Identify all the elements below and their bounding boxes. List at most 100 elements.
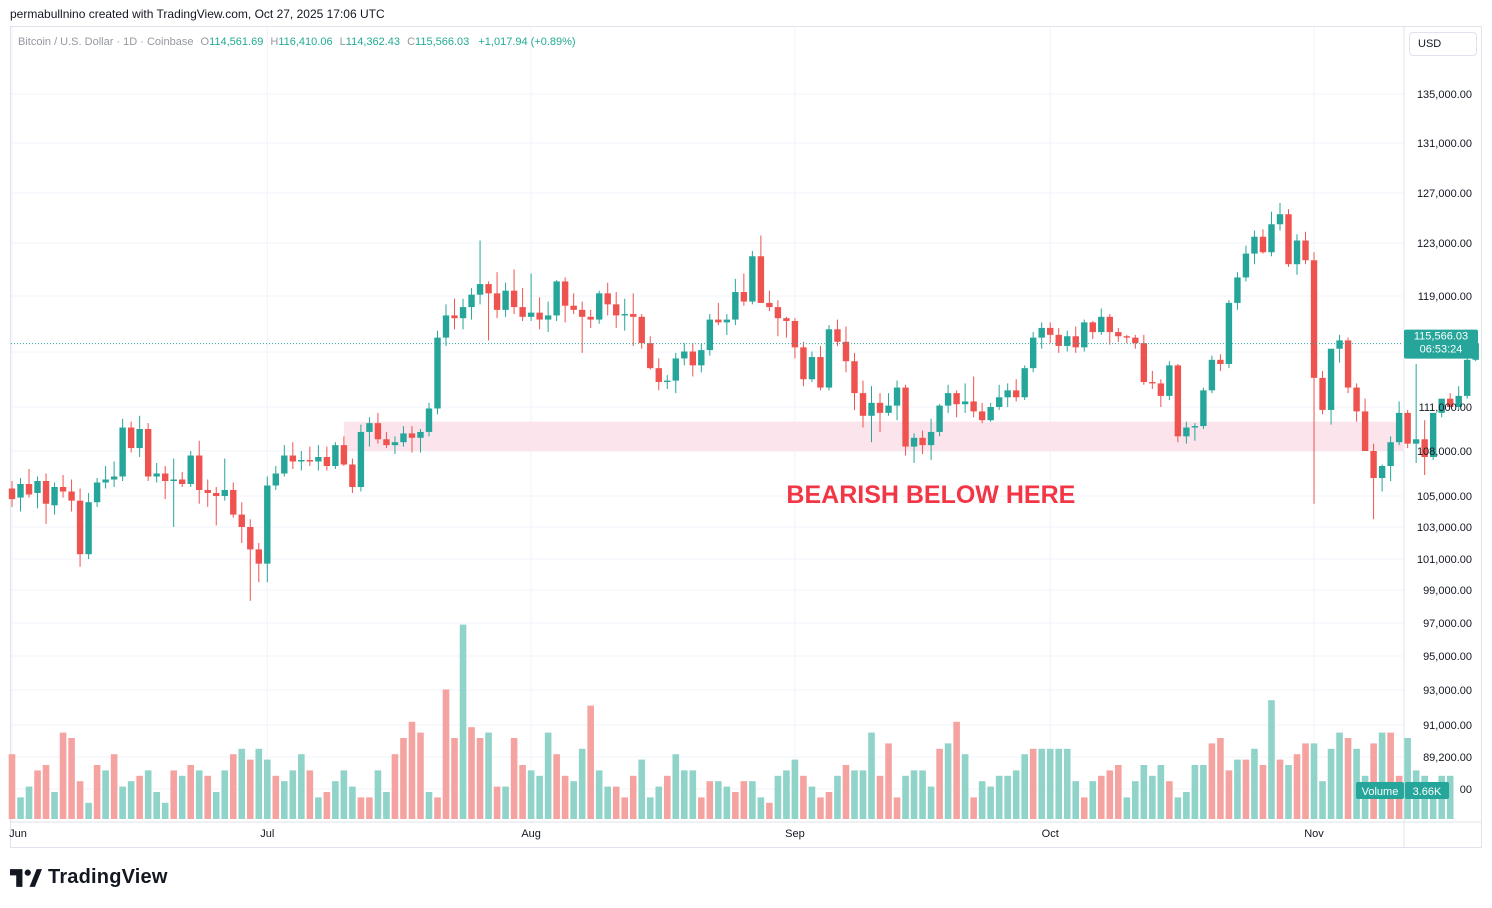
candle	[749, 250, 756, 305]
candle	[1004, 383, 1011, 407]
candle-body	[961, 401, 969, 405]
current-price-label: 115,566.03	[1414, 331, 1468, 343]
candle	[681, 343, 688, 366]
candle-body	[213, 493, 220, 496]
price-axis[interactable]: 135,000.00 131,000.00 127,000.00 123,000.00…	[1417, 89, 1472, 796]
candle	[842, 326, 850, 373]
candle-body	[417, 431, 424, 438]
volume-bar	[204, 775, 212, 819]
candle-body	[281, 455, 288, 474]
volume-bar	[246, 759, 254, 819]
candle-body	[306, 460, 314, 462]
candle	[434, 330, 441, 415]
candle	[408, 426, 416, 453]
candle	[876, 393, 884, 432]
candle-body	[1115, 332, 1122, 337]
volume-bar	[1149, 775, 1156, 819]
volume-bar	[1021, 754, 1028, 819]
candle-body	[936, 405, 943, 432]
candle	[672, 352, 679, 394]
volume-bar	[1293, 754, 1301, 819]
volume-bar	[527, 770, 535, 819]
candle	[1285, 209, 1292, 267]
volume-bar	[1336, 732, 1343, 819]
candle	[391, 436, 399, 454]
volume-bar	[544, 732, 552, 819]
candle	[153, 463, 160, 483]
volume-bar	[383, 792, 390, 819]
candle	[1344, 337, 1352, 394]
candle-body	[621, 314, 628, 316]
candle	[902, 384, 909, 456]
candle	[485, 281, 492, 341]
candle-body	[451, 315, 458, 319]
candle-body	[93, 482, 101, 503]
candle	[68, 479, 75, 512]
candle-body	[757, 256, 765, 303]
candle	[298, 451, 305, 471]
candle-body	[1072, 336, 1079, 348]
candle-body	[655, 368, 662, 383]
current-price-badge: 115,566.03 06:53:24	[1404, 329, 1478, 359]
volume-bar	[672, 754, 680, 819]
currency-button[interactable]: USD	[1409, 32, 1477, 56]
volume-bar	[59, 732, 67, 819]
candle-body	[349, 464, 356, 487]
candle-body	[1106, 316, 1113, 333]
candle	[587, 309, 594, 328]
candle-body	[179, 479, 186, 484]
candle	[978, 402, 986, 424]
tradingview-logo[interactable]: TradingView	[10, 866, 168, 889]
volume-bar	[42, 765, 50, 819]
candle	[400, 426, 407, 447]
candle-body	[1302, 240, 1309, 261]
candle-body	[800, 347, 807, 380]
candle-body	[544, 315, 552, 320]
volume-bar	[1208, 743, 1216, 819]
candle-body	[1285, 214, 1292, 265]
price-tick-label: 127,000.00	[1417, 188, 1472, 200]
price-tick-label: 95,000.00	[1423, 651, 1472, 663]
volume-bar	[306, 770, 314, 819]
candle	[808, 351, 816, 383]
volume-bar	[1132, 781, 1139, 819]
candle	[1098, 308, 1105, 335]
time-axis[interactable]: Jun Jul Aug Sep Oct Nov	[9, 828, 1324, 840]
volume-badge: Volume 3.66K	[1356, 782, 1449, 799]
volume-bar	[315, 797, 322, 819]
brand-name: TradingView	[48, 866, 168, 888]
candle-body	[595, 293, 603, 320]
volume-bar	[374, 770, 382, 819]
candle-body	[1293, 240, 1301, 265]
candle-body	[783, 318, 790, 321]
volume-bar	[561, 775, 569, 819]
candle	[1464, 351, 1471, 399]
volume-bar	[434, 797, 441, 819]
candle-body	[1132, 337, 1139, 344]
volume-bar	[774, 775, 782, 819]
price-tick-label: 135,000.00	[1417, 89, 1472, 101]
candle-body	[408, 433, 416, 438]
candle-body	[570, 305, 577, 310]
volume-bar	[76, 781, 84, 819]
candle-body	[868, 402, 875, 416]
volume-bar	[264, 759, 271, 819]
candle	[110, 461, 118, 487]
volume-bar	[1166, 781, 1173, 819]
volume-bar	[357, 797, 365, 819]
volume-bar	[638, 759, 646, 819]
candle	[1030, 332, 1037, 373]
candle-body	[1310, 260, 1318, 378]
candle	[1106, 314, 1113, 345]
candle-body	[553, 281, 560, 316]
candle-body	[902, 387, 909, 447]
candle-body	[1089, 322, 1096, 333]
candle-body	[1149, 382, 1156, 384]
volume-bar	[272, 775, 280, 819]
candle-body	[774, 307, 782, 319]
candle-body	[1361, 411, 1369, 451]
volume-bar	[110, 754, 118, 819]
candle-body	[196, 455, 203, 490]
volume-bar	[8, 754, 16, 819]
